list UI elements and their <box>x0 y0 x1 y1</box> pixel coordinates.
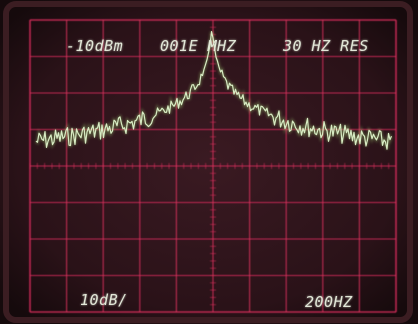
vertical-scale-readout: 10dB/ <box>80 291 128 309</box>
horizontal-scale-readout: 200HZ <box>305 293 353 311</box>
screen-bezel <box>3 1 413 323</box>
graticule-grid <box>29 19 397 313</box>
center-frequency-readout: 001E MHZ <box>160 37 237 55</box>
reference-level-readout: -10dBm <box>66 37 124 55</box>
resolution-bandwidth-readout: 30 HZ RES <box>283 37 369 55</box>
spectrum-trace <box>35 31 393 150</box>
